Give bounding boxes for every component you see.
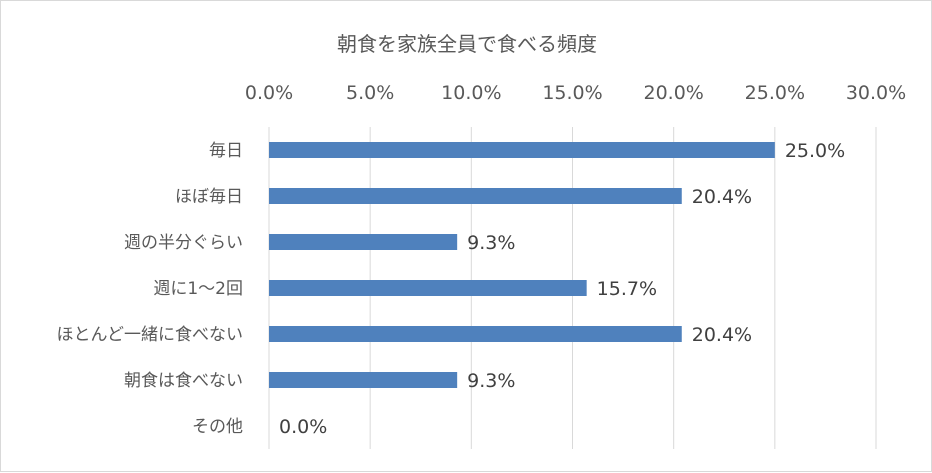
data-label: 9.3% — [467, 232, 515, 254]
category-label: その他 — [192, 417, 243, 437]
x-tick-label: 30.0% — [846, 82, 906, 104]
data-label: 0.0% — [279, 416, 327, 438]
category-label: ほとんど一緒に食べない — [57, 325, 244, 345]
chart-title: 朝食を家族全員で食べる頻度 — [337, 32, 597, 56]
bar — [269, 142, 775, 158]
data-label: 20.4% — [692, 324, 752, 346]
bar — [269, 280, 587, 296]
x-tick-label: 15.0% — [542, 82, 602, 104]
category-label: ほぼ毎日 — [175, 187, 243, 207]
x-tick-label: 0.0% — [245, 82, 293, 104]
data-label: 15.7% — [597, 278, 657, 300]
x-tick-label: 20.0% — [643, 82, 703, 104]
category-label: 週に1～2回 — [153, 279, 243, 299]
data-label: 20.4% — [692, 186, 752, 208]
category-label: 毎日 — [209, 141, 243, 161]
bar — [269, 372, 458, 388]
x-tick-label: 5.0% — [346, 82, 394, 104]
category-label: 朝食は食べない — [124, 371, 243, 391]
x-tick-label: 25.0% — [745, 82, 805, 104]
category-label: 週の半分ぐらい — [124, 233, 243, 253]
bar — [269, 326, 682, 342]
data-label: 25.0% — [785, 140, 845, 162]
bar — [269, 234, 458, 250]
x-tick-label: 10.0% — [441, 82, 501, 104]
data-label: 9.3% — [467, 370, 515, 392]
bar — [269, 188, 682, 204]
